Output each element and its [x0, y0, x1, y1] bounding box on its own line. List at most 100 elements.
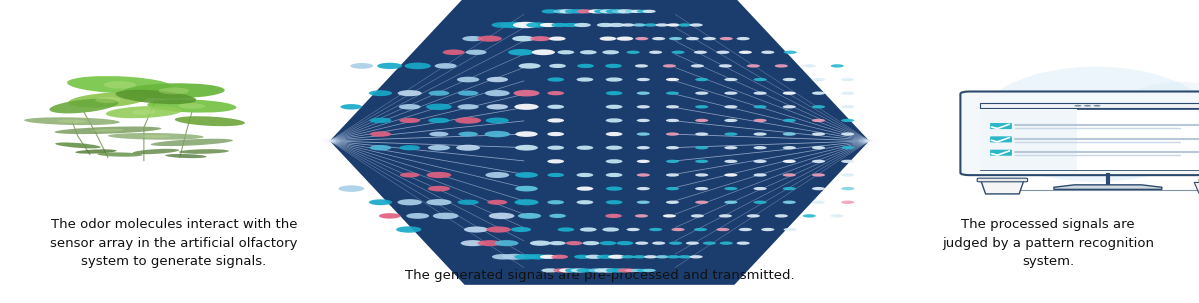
Circle shape	[464, 226, 488, 233]
Circle shape	[753, 187, 766, 190]
Circle shape	[605, 105, 622, 109]
Circle shape	[694, 51, 707, 54]
Circle shape	[753, 160, 766, 163]
Circle shape	[812, 78, 825, 81]
Circle shape	[703, 37, 716, 40]
Polygon shape	[1194, 182, 1199, 193]
Circle shape	[637, 160, 650, 163]
Circle shape	[577, 186, 594, 191]
Circle shape	[605, 159, 622, 164]
Circle shape	[400, 172, 420, 178]
Ellipse shape	[319, 137, 341, 145]
Circle shape	[665, 146, 679, 149]
Circle shape	[565, 268, 582, 273]
Ellipse shape	[151, 139, 233, 146]
Circle shape	[652, 241, 665, 245]
Circle shape	[739, 228, 752, 231]
Circle shape	[494, 240, 518, 246]
Circle shape	[842, 146, 855, 149]
Circle shape	[428, 186, 450, 191]
Circle shape	[516, 186, 538, 191]
Circle shape	[600, 9, 616, 13]
Circle shape	[458, 104, 478, 109]
Circle shape	[671, 51, 685, 54]
Text: The odor molecules interact with the
sensor array in the artificial olfactory
sy: The odor molecules interact with the sen…	[50, 218, 297, 268]
Circle shape	[695, 160, 709, 163]
Circle shape	[404, 63, 430, 69]
FancyBboxPatch shape	[977, 178, 1028, 182]
Circle shape	[594, 268, 610, 273]
Polygon shape	[1054, 185, 1162, 189]
Circle shape	[665, 201, 679, 204]
Circle shape	[753, 119, 766, 122]
Circle shape	[643, 269, 656, 272]
Circle shape	[783, 160, 796, 163]
Circle shape	[540, 255, 556, 259]
Circle shape	[656, 23, 669, 27]
Circle shape	[378, 63, 402, 69]
Circle shape	[530, 241, 550, 246]
Circle shape	[753, 132, 766, 136]
Circle shape	[736, 241, 749, 245]
Circle shape	[566, 241, 583, 245]
Circle shape	[338, 185, 364, 192]
Circle shape	[574, 255, 591, 259]
Circle shape	[783, 105, 796, 108]
Circle shape	[695, 92, 709, 95]
Circle shape	[679, 255, 692, 258]
Circle shape	[552, 255, 568, 259]
Ellipse shape	[147, 99, 236, 113]
Circle shape	[775, 64, 788, 68]
Circle shape	[812, 105, 825, 108]
Circle shape	[458, 200, 478, 205]
Circle shape	[508, 49, 534, 55]
Circle shape	[724, 78, 737, 81]
Circle shape	[547, 173, 564, 177]
Circle shape	[487, 226, 511, 233]
Circle shape	[842, 92, 855, 95]
Circle shape	[559, 268, 576, 273]
Circle shape	[783, 119, 796, 122]
Circle shape	[812, 173, 825, 177]
Circle shape	[350, 63, 373, 69]
Ellipse shape	[175, 116, 245, 126]
Circle shape	[842, 173, 855, 177]
Circle shape	[547, 145, 564, 150]
Circle shape	[761, 228, 775, 231]
Circle shape	[552, 23, 568, 27]
Circle shape	[540, 23, 556, 27]
Ellipse shape	[179, 149, 229, 154]
Ellipse shape	[115, 90, 197, 104]
Polygon shape	[981, 180, 1024, 194]
Circle shape	[716, 51, 729, 54]
Circle shape	[637, 105, 650, 108]
Circle shape	[691, 64, 704, 68]
Circle shape	[577, 64, 594, 68]
Circle shape	[558, 227, 574, 231]
Circle shape	[369, 132, 391, 137]
Circle shape	[547, 118, 564, 122]
Circle shape	[514, 254, 537, 260]
Circle shape	[369, 199, 392, 205]
Circle shape	[486, 172, 510, 178]
Circle shape	[671, 228, 685, 231]
Circle shape	[739, 51, 752, 54]
Circle shape	[589, 268, 605, 273]
Circle shape	[665, 132, 679, 136]
Circle shape	[341, 104, 362, 110]
Circle shape	[616, 241, 633, 245]
Circle shape	[669, 241, 682, 245]
Circle shape	[621, 255, 634, 258]
Circle shape	[489, 213, 514, 219]
Circle shape	[747, 214, 760, 218]
Circle shape	[1093, 105, 1101, 107]
Circle shape	[547, 159, 564, 164]
Circle shape	[526, 22, 548, 28]
Circle shape	[783, 187, 796, 190]
Circle shape	[812, 187, 825, 190]
Circle shape	[716, 228, 729, 231]
Circle shape	[516, 172, 538, 178]
Ellipse shape	[106, 106, 182, 118]
Circle shape	[724, 201, 737, 204]
Circle shape	[689, 255, 703, 258]
